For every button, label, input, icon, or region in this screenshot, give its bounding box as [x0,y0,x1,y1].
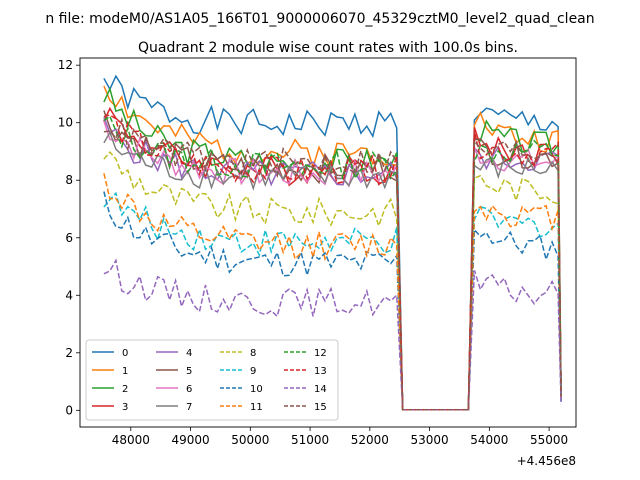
legend-label: 11 [250,402,263,413]
legend-label: 7 [186,402,192,413]
y-tick-label: 2 [65,346,73,360]
legend-label: 15 [314,402,327,413]
series-line-9 [103,191,562,411]
x-tick-label: 54000 [470,433,508,447]
series-line-10 [103,191,562,411]
x-tick-label: 52000 [351,433,389,447]
chart-title: Quadrant 2 module wise count rates with … [138,40,518,56]
legend-label: 8 [250,348,256,359]
series-line-4 [103,117,562,411]
series-line-0 [103,74,562,411]
x-tick-label: 53000 [410,433,448,447]
x-tick-label: 50000 [231,433,269,447]
y-tick-label: 8 [65,173,73,187]
x-tick-label: 48000 [112,433,150,447]
legend-label: 2 [122,384,128,395]
x-tick-label: 51000 [291,433,329,447]
series-lines [103,74,562,411]
y-axis: 0 2 4 6 8 10 12 [58,58,80,417]
figure-suptitle: n file: modeM0/AS1A05_166T01_9000006070_… [45,11,594,27]
legend-box [85,339,339,421]
y-tick-label: 6 [65,231,73,245]
legend-label: 3 [122,402,128,413]
legend-label: 5 [186,366,192,377]
series-line-15 [103,116,562,411]
series-line-11 [103,173,562,411]
series-line-14 [103,258,562,411]
y-tick-label: 12 [58,58,73,72]
legend-label: 13 [314,366,327,377]
series-line-8 [103,150,562,411]
legend-label: 10 [250,384,263,395]
legend-label: 14 [314,384,327,395]
legend-label: 0 [122,348,128,359]
plot-frame [79,57,577,428]
legend-label: 6 [186,384,192,395]
x-tick-label: 55000 [530,433,568,447]
x-tick-label: 49000 [171,433,209,447]
y-tick-label: 4 [65,288,73,302]
legend-label: 1 [122,366,128,377]
series-line-2 [103,86,562,411]
y-tick-label: 10 [58,116,73,130]
legend-label: 4 [186,348,192,359]
x-axis: 48000 49000 50000 51000 52000 53000 54000 55000 [112,427,568,447]
x-axis-offset-label: +4.456e8 [517,454,576,468]
legend-label: 12 [314,348,327,359]
legend-label: 9 [250,366,256,377]
y-tick-label: 0 [65,403,73,417]
